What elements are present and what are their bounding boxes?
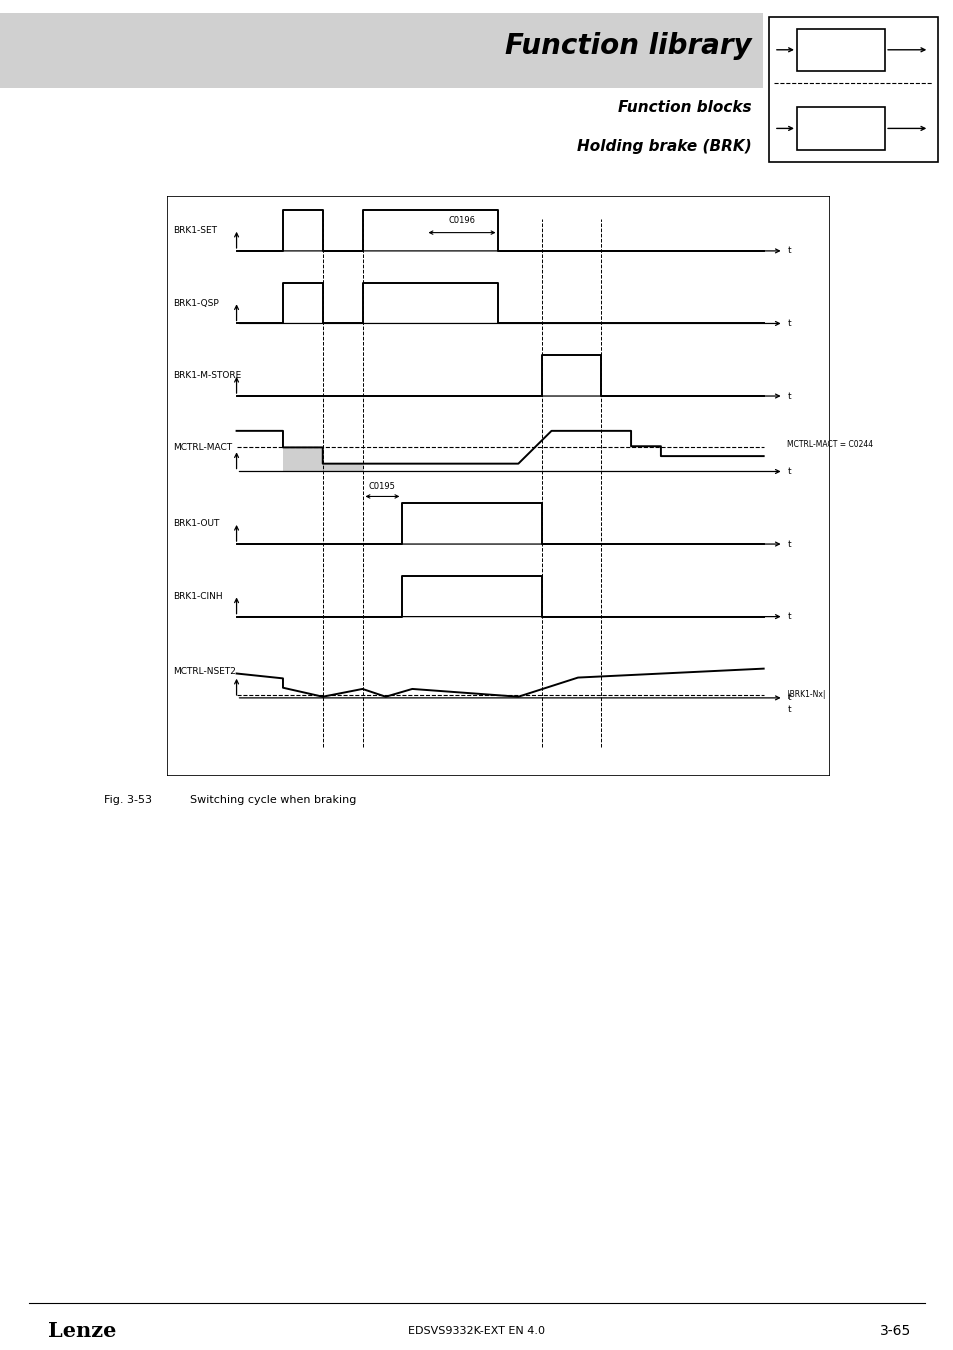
Text: |BRK1-Nx|: |BRK1-Nx| (786, 690, 824, 699)
Text: BRK1-SET: BRK1-SET (173, 225, 217, 235)
Text: MCTRL-MACT = C0244: MCTRL-MACT = C0244 (786, 440, 872, 450)
Text: t: t (787, 247, 790, 255)
Text: C0196: C0196 (448, 216, 475, 225)
Text: Switching cycle when braking: Switching cycle when braking (190, 795, 355, 805)
Text: BRK1-QSP: BRK1-QSP (173, 298, 219, 308)
Text: BRK1-OUT: BRK1-OUT (173, 520, 220, 528)
Bar (796, 107, 884, 150)
Text: t: t (787, 694, 790, 702)
Text: BRK1-M-STORE: BRK1-M-STORE (173, 371, 241, 381)
Text: Holding brake (BRK): Holding brake (BRK) (577, 139, 751, 154)
Text: t: t (787, 612, 790, 621)
Polygon shape (283, 447, 362, 471)
Text: EDSVS9332K-EXT EN 4.0: EDSVS9332K-EXT EN 4.0 (408, 1326, 545, 1335)
Text: 3-65: 3-65 (879, 1323, 910, 1338)
Text: C0195: C0195 (369, 482, 395, 490)
Text: t: t (787, 467, 790, 477)
Bar (796, 28, 884, 72)
Text: MCTRL-MACT: MCTRL-MACT (173, 443, 233, 452)
Text: Function library: Function library (504, 32, 751, 61)
Text: Lenze: Lenze (48, 1320, 116, 1341)
Text: BRK1-CINH: BRK1-CINH (173, 591, 223, 601)
Text: t: t (787, 392, 790, 401)
Text: MCTRL-NSET2: MCTRL-NSET2 (173, 667, 236, 676)
Text: t: t (787, 540, 790, 548)
Text: Function blocks: Function blocks (618, 100, 751, 115)
Text: Fig. 3-53: Fig. 3-53 (104, 795, 152, 805)
Text: t: t (787, 705, 790, 714)
Text: t: t (787, 319, 790, 328)
